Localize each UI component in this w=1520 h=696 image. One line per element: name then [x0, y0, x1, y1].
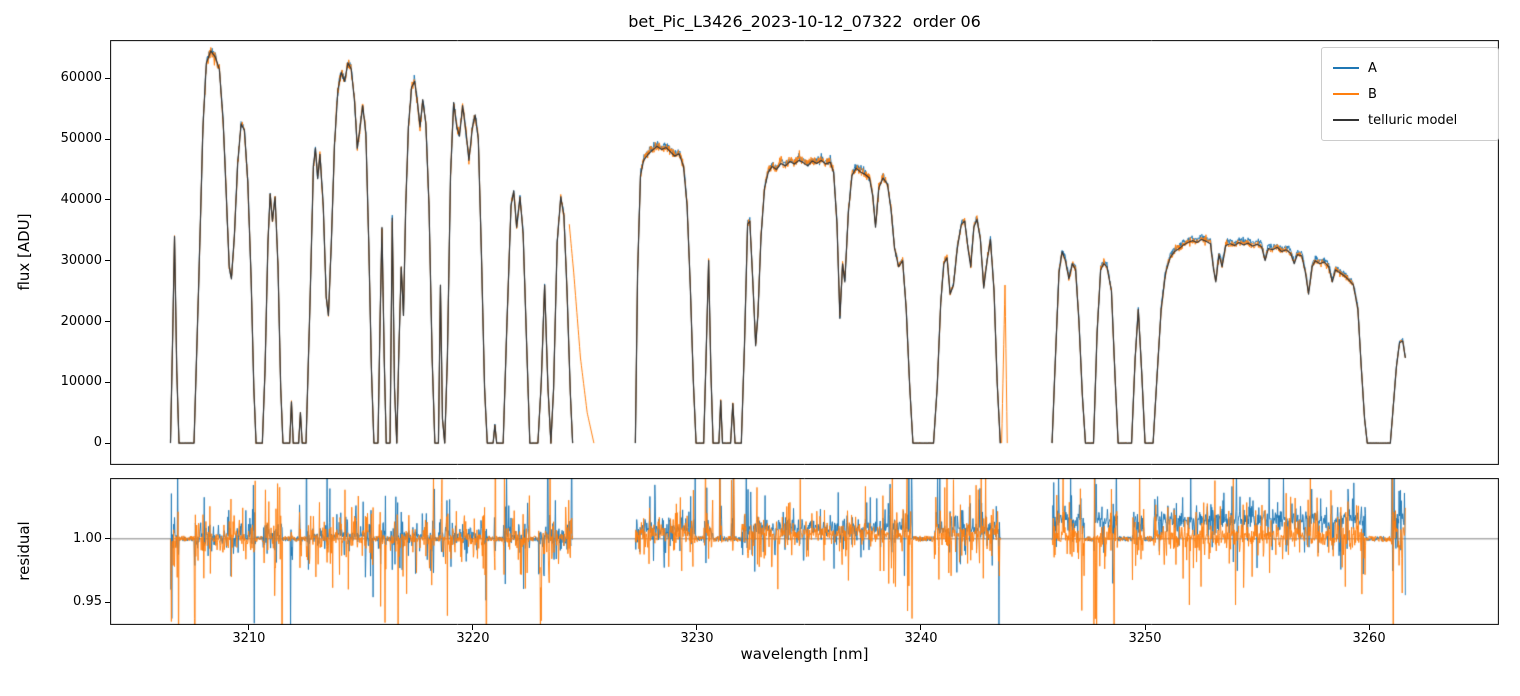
x-tick-mark [1144, 625, 1146, 630]
legend-label-b: B [1368, 86, 1377, 102]
flux-ytick-label: 0 [93, 435, 102, 451]
flux-ytick-label: 30000 [60, 252, 102, 268]
x-tick-label: 3250 [1128, 631, 1162, 646]
legend-label-a: A [1368, 60, 1377, 76]
legend-item-a: A [1333, 55, 1487, 81]
residual-ytick-mark [105, 538, 110, 540]
x-tick-mark [472, 625, 474, 630]
legend-line-b-icon [1333, 93, 1359, 95]
flux-ytick-mark [105, 381, 110, 383]
flux-ytick-label: 60000 [60, 70, 102, 86]
flux-ytick-label: 50000 [60, 131, 102, 147]
x-tick-label: 3210 [232, 631, 266, 646]
flux-ytick-mark [105, 199, 110, 201]
flux-ytick-mark [105, 77, 110, 79]
x-tick-label: 3220 [456, 631, 490, 646]
x-tick-mark [696, 625, 698, 630]
legend-label-telluric: telluric model [1368, 112, 1458, 128]
flux-ytick-label: 10000 [60, 374, 102, 390]
flux-ytick-label: 20000 [60, 313, 102, 329]
x-tick-label: 3240 [904, 631, 938, 646]
x-axis-label: wavelength [nm] [740, 645, 869, 663]
residual-ytick-label: 1.00 [73, 530, 102, 546]
flux-ytick-mark [105, 260, 110, 262]
flux-ytick-label: 40000 [60, 191, 102, 207]
x-tick-mark [1368, 625, 1370, 630]
flux-ytick-mark [105, 138, 110, 140]
legend-line-a-icon [1333, 67, 1359, 69]
x-tick-mark [248, 625, 250, 630]
x-tick-label: 3260 [1352, 631, 1386, 646]
flux-ytick-mark [105, 321, 110, 322]
residual-panel-canvas [110, 478, 1499, 625]
legend-line-telluric-icon [1333, 119, 1359, 121]
flux-panel-canvas [110, 40, 1499, 465]
residual-ytick-label: 0.95 [73, 594, 102, 610]
legend-item-telluric: telluric model [1333, 107, 1487, 133]
legend: A B telluric model [1321, 47, 1499, 141]
chart-title: bet_Pic_L3426_2023-10-12_07322 order 06 [628, 12, 981, 31]
x-tick-mark [920, 625, 922, 630]
x-tick-label: 3230 [680, 631, 714, 646]
legend-item-b: B [1333, 81, 1487, 107]
residual-ytick-mark [105, 601, 110, 603]
flux-ytick-mark [105, 442, 110, 444]
